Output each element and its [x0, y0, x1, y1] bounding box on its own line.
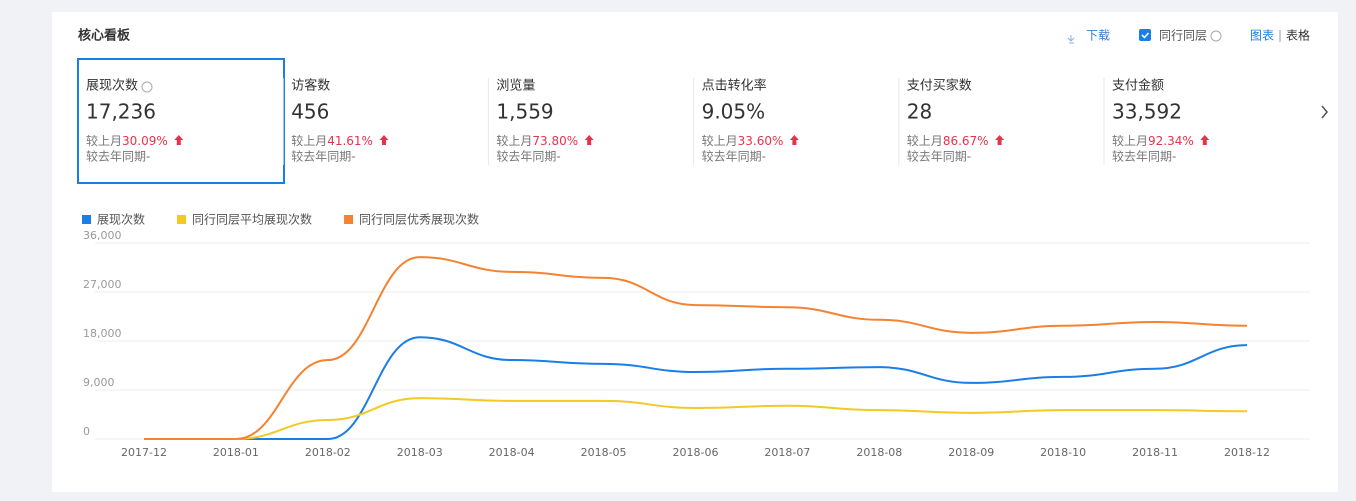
metric-yoy: 较去年同期-: [1112, 149, 1176, 164]
x-tick-label: 2018-02: [305, 446, 351, 459]
tab-table[interactable]: 表格: [1286, 28, 1310, 43]
y-tick-label: 9,000: [83, 376, 115, 389]
card-title: 核心看板: [78, 28, 131, 44]
metric-label: 点击转化率: [702, 78, 767, 94]
x-tick-label: 2018-11: [1132, 446, 1178, 459]
up-arrow: [995, 135, 1005, 145]
metric-yoy: 较去年同期-: [702, 149, 766, 164]
metric-value: 17,236: [86, 100, 156, 124]
series-line: [144, 336, 1248, 441]
metric-label: 支付金额: [1112, 78, 1164, 94]
x-tick-label: 2017-12: [121, 446, 167, 459]
metric-label: 展现次数: [86, 78, 138, 94]
metric-compare: 较上月30.09%: [86, 133, 168, 148]
x-tick-label: 2018-08: [856, 446, 902, 459]
metric-value: 33,592: [1112, 100, 1182, 124]
up-arrow: [584, 135, 594, 145]
compare-change: 30.09%: [122, 134, 168, 148]
metric-value: 28: [907, 100, 932, 124]
y-tick-label: 36,000: [83, 229, 122, 242]
compare-change: 92.34%: [1148, 134, 1194, 148]
legend-swatch: [82, 215, 91, 224]
x-tick-label: 2018-04: [489, 446, 535, 459]
x-tick-label: 2018-01: [213, 446, 259, 459]
x-tick-label: 2018-12: [1224, 446, 1270, 459]
compare-label: 较上月: [702, 133, 738, 148]
metric-label: 访客数: [291, 78, 330, 94]
x-tick-label: 2018-07: [764, 446, 810, 459]
y-tick-label: 27,000: [83, 278, 122, 291]
compare-label: 较上月: [1112, 133, 1148, 148]
legend-label: 同行同层优秀展现次数: [359, 212, 479, 227]
metric-compare: 较上月33.60%: [702, 133, 784, 148]
metric-value: 1,559: [496, 100, 553, 124]
compare-label: 较上月: [496, 133, 532, 148]
metric-yoy: 较去年同期-: [496, 149, 560, 164]
compare-label: 较上月: [907, 133, 943, 148]
metric-yoy: 较去年同期-: [291, 149, 355, 164]
metric-compare: 较上月73.80%: [496, 133, 578, 148]
peer-toggle[interactable]: 同行同层: [1159, 29, 1207, 43]
compare-change: 86.67%: [943, 134, 989, 148]
legend-swatch: [344, 215, 354, 224]
up-arrow: [789, 135, 799, 145]
compare-label: 较上月: [86, 133, 122, 148]
metric-label: 浏览量: [496, 78, 535, 94]
metric-compare: 较上月92.34%: [1112, 133, 1194, 148]
x-tick-label: 2018-05: [581, 446, 627, 459]
y-tick-label: 18,000: [83, 327, 122, 340]
series-line: [144, 256, 1248, 441]
x-tick-label: 2018-03: [397, 446, 443, 459]
compare-change: 73.80%: [532, 134, 578, 148]
x-tick-label: 2018-06: [673, 446, 719, 459]
selected-metric: [77, 58, 285, 184]
compare-label: 较上月: [291, 133, 327, 148]
checkbox[interactable]: [1139, 29, 1151, 41]
metric-yoy: 较去年同期-: [86, 149, 150, 164]
metric-compare: 较上月41.61%: [291, 133, 373, 148]
download-icon: [1067, 35, 1075, 44]
compare-change: 33.60%: [738, 134, 784, 148]
legend-swatch: [177, 215, 187, 224]
help-icon: [1210, 30, 1222, 42]
help-icon: [141, 81, 153, 93]
up-arrow: [1200, 135, 1210, 145]
metric-label: 支付买家数: [907, 78, 972, 94]
tab-chart[interactable]: 图表: [1250, 29, 1274, 43]
metric-compare: 较上月86.67%: [907, 133, 989, 148]
x-tick-label: 2018-10: [1040, 446, 1086, 459]
download[interactable]: 下载: [1086, 29, 1110, 43]
card: [52, 12, 1338, 492]
check-mark: [1141, 32, 1150, 39]
metric-yoy: 较去年同期-: [907, 149, 971, 164]
metric-value: 456: [291, 100, 329, 124]
compare-change: 41.61%: [327, 134, 373, 148]
legend-label: 同行同层平均展现次数: [192, 212, 312, 227]
y-tick-label: 0: [83, 425, 90, 438]
x-tick-label: 2018-09: [948, 446, 994, 459]
metric-value: 9.05%: [702, 100, 766, 124]
next-arrow[interactable]: [1321, 105, 1328, 119]
series-line: [144, 397, 1248, 441]
up-arrow: [174, 135, 184, 145]
up-arrow: [379, 135, 389, 145]
legend-label: 展现次数: [97, 212, 145, 227]
